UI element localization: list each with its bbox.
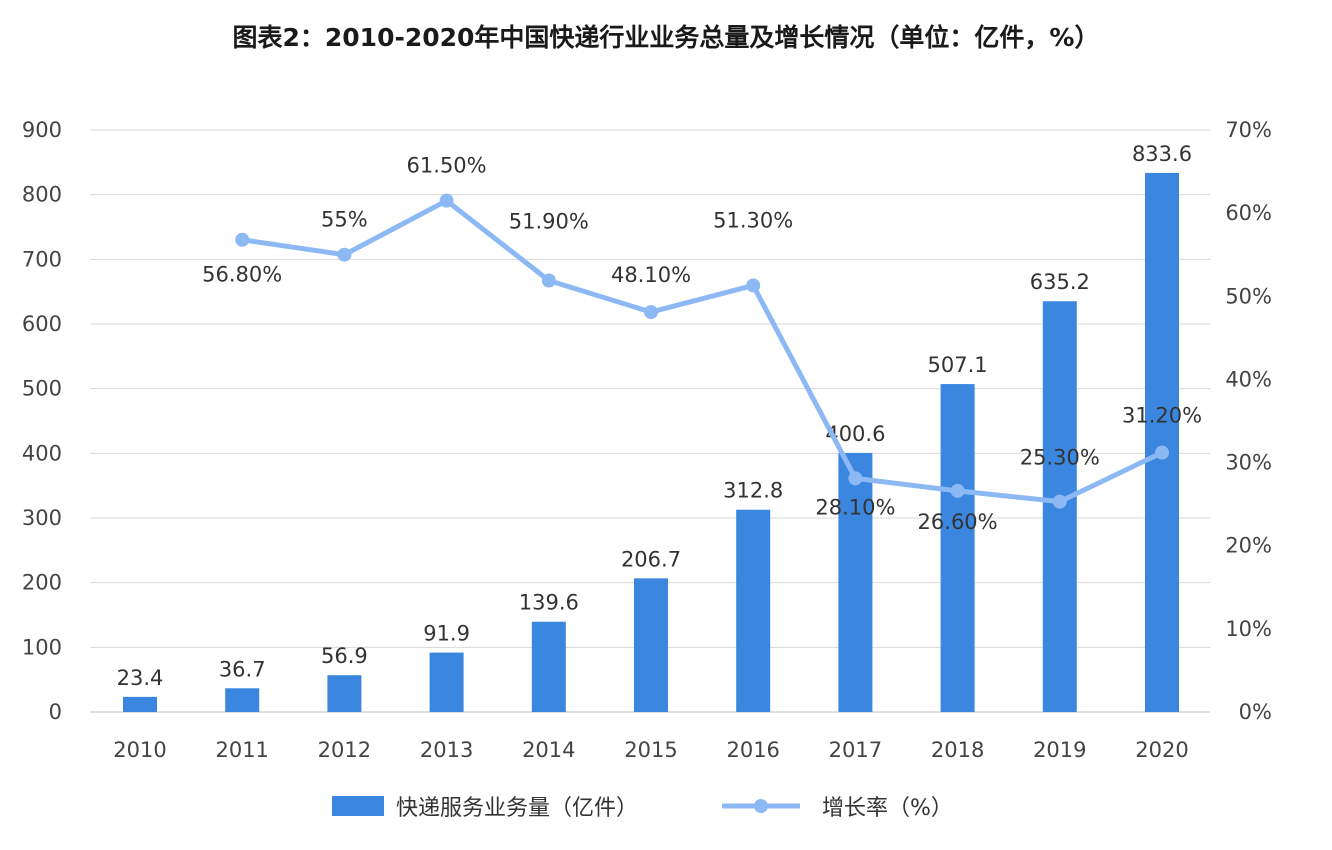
bar-label: 23.4	[117, 666, 164, 690]
line-label: 31.20%	[1122, 404, 1202, 428]
line-point	[644, 305, 658, 320]
y-right-tick: 60%	[1225, 201, 1272, 225]
bar	[940, 384, 975, 712]
x-tick: 2014	[522, 738, 575, 762]
bar-label: 56.9	[321, 644, 368, 668]
y-right-tick: 70%	[1225, 118, 1272, 142]
bar-label: 91.9	[423, 622, 470, 646]
bar-label: 635.2	[1030, 270, 1090, 294]
x-tick: 2019	[1033, 738, 1086, 762]
chart-title: 图表2：2010-2020年中国快递行业业务总量及增长情况（单位：亿件，%）	[232, 23, 1100, 52]
y-left-tick: 200	[22, 571, 62, 595]
y-left-tick: 900	[22, 118, 62, 142]
y-left-tick: 600	[22, 312, 62, 336]
legend-bar-label: 快递服务业务量（亿件）	[396, 796, 638, 821]
line-label: 56.80%	[202, 263, 282, 287]
line-label: 51.30%	[713, 208, 793, 232]
growth-line	[241, 198, 1164, 505]
line-label: 61.50%	[407, 154, 487, 178]
line-label: 55%	[321, 208, 368, 232]
y-right-tick: 30%	[1225, 451, 1272, 475]
x-tick: 2013	[420, 738, 473, 762]
y-left-tick: 700	[22, 247, 62, 271]
bar-label: 206.7	[621, 547, 681, 571]
line-point	[541, 273, 556, 288]
bar	[123, 696, 157, 712]
line-label: 51.90%	[509, 209, 589, 233]
line-point	[235, 232, 250, 247]
line-label: 48.10%	[611, 263, 691, 287]
bar	[736, 509, 771, 712]
y-right-tick: 20%	[1225, 534, 1272, 558]
bar-label: 139.6	[519, 591, 579, 615]
line-point	[1052, 494, 1067, 509]
bar	[531, 621, 566, 712]
bar	[327, 675, 362, 712]
y-right-tick: 50%	[1225, 284, 1272, 308]
y-left-tick: 500	[22, 377, 62, 401]
x-tick: 2020	[1135, 738, 1188, 762]
y-left-tick: 400	[22, 441, 62, 465]
x-tick: 2018	[931, 738, 984, 762]
y-left-tick: 0	[49, 700, 62, 724]
bar-label: 833.6	[1132, 142, 1192, 166]
legend-line-marker	[754, 799, 768, 813]
y-left-tick: 300	[22, 506, 62, 530]
line-label: 25.30%	[1020, 446, 1100, 470]
bar	[429, 652, 464, 712]
line-point	[439, 193, 454, 208]
y-left-tick: 100	[22, 635, 62, 659]
bar	[838, 452, 873, 712]
line-label: 26.60%	[918, 510, 998, 534]
x-tick: 2015	[624, 738, 677, 762]
y-right-tick: 10%	[1225, 617, 1272, 641]
line-point	[1155, 445, 1169, 460]
legend-line-label: 增长率（%）	[822, 796, 953, 821]
y-left-tick: 800	[22, 183, 62, 207]
bar-label: 507.1	[928, 353, 988, 377]
bar-label: 312.8	[723, 479, 783, 503]
y-right-tick: 40%	[1225, 367, 1272, 391]
bar	[225, 688, 260, 712]
line-label: 28.10%	[815, 495, 895, 519]
x-tick: 2011	[215, 738, 268, 762]
y-right-tick: 0%	[1239, 700, 1272, 724]
x-tick: 2017	[829, 738, 882, 762]
line-point	[950, 483, 965, 498]
bar-label: 36.7	[219, 657, 266, 681]
x-tick: 2010	[113, 738, 166, 762]
bar	[1145, 172, 1179, 712]
line-point	[848, 471, 863, 486]
legend-bar-swatch	[332, 796, 384, 816]
line-point	[746, 278, 761, 293]
x-tick: 2016	[726, 738, 779, 762]
line-point	[337, 247, 352, 262]
bar	[634, 578, 668, 712]
x-tick: 2012	[318, 738, 371, 762]
